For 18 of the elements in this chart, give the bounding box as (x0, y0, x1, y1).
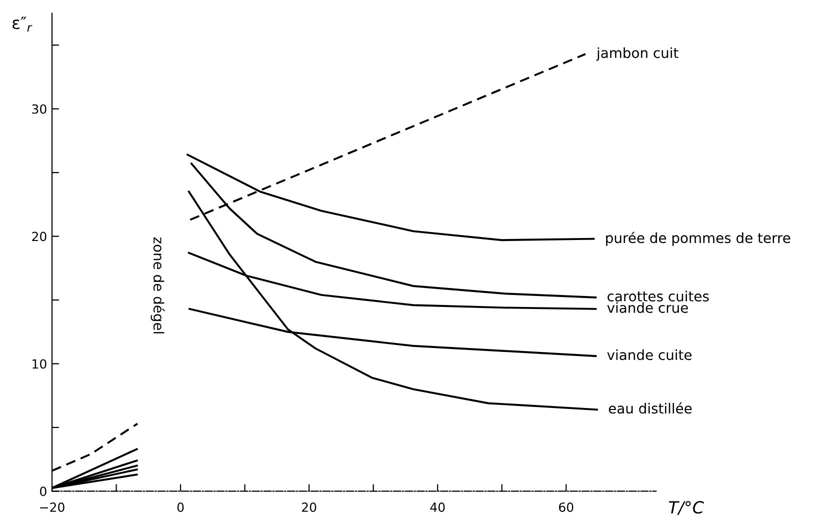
y-tick-label: 20 (32, 232, 46, 242)
series-label: purée de pommes de terre (606, 232, 790, 246)
y-tick-label: 10 (32, 359, 46, 369)
x-axis-title: T/°C (668, 501, 704, 515)
annotation: zone de dégel (150, 237, 165, 334)
y-axis-title: ε″$_{r}$ (12, 16, 32, 32)
series-label: eau distillée (608, 402, 692, 414)
x-tick-label: −20 (40, 502, 64, 512)
x-tick-label: 20 (302, 502, 316, 512)
series-label: carottes cuites (608, 290, 709, 302)
x-tick-label: 40 (430, 502, 445, 512)
series-label: jambon cuit (596, 47, 678, 61)
y-tick-label: 30 (32, 104, 46, 114)
x-tick-label: 0 (177, 502, 184, 512)
y-tick-label: 0 (40, 486, 46, 496)
x-tick-label: 60 (559, 502, 574, 512)
series-label: viande crue (607, 302, 688, 313)
series-label: viande cuite (607, 349, 692, 360)
